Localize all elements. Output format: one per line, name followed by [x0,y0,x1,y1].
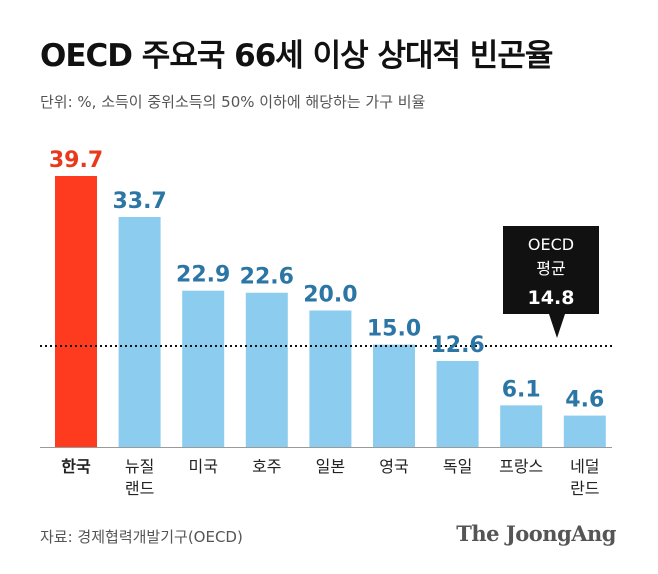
callout-value: 14.8 [528,287,575,309]
bar-4 [245,292,288,447]
chart-title: OECD 주요국 66세 이상 상대적 빈곤율 [40,38,553,74]
category-label-3: 미국 [188,457,217,476]
value-labels: 39.7 33.7 22.9 22.6 20.0 15.0 12.6 6.1 4.6 [49,148,604,413]
value-label-3: 22.9 [176,263,230,288]
bar-2 [118,216,161,447]
category-label-1: 한국 [61,457,91,476]
source-note: 자료: 경제협력개발기구(OECD) [40,528,243,546]
category-label-2-line2: 랜드 [125,479,154,498]
value-label-8: 6.1 [502,377,541,402]
value-label-5: 20.0 [303,282,357,307]
callout-box [503,226,599,338]
bar-5 [309,310,352,447]
bar-6 [373,344,415,447]
value-label-7: 12.6 [430,333,484,358]
category-label-7: 독일 [443,457,472,476]
callout-label-2: 평균 [536,259,565,278]
brand-logo: The JoongAng [456,521,616,546]
oecd-average-callout: OECD 평균 14.8 [503,226,599,338]
callout-label-1: OECD [528,235,574,254]
bar-7 [436,360,479,447]
value-label-6: 15.0 [367,317,421,342]
category-label-9: 네덜 [570,457,599,476]
category-label-4: 호주 [252,457,281,476]
category-label-5: 일본 [316,457,345,476]
category-label-2: 뉴질 [125,457,154,476]
bar-8 [500,405,543,447]
bar-3 [182,290,225,447]
category-label-8: 프랑스 [499,457,543,476]
bar-9 [563,415,606,447]
value-label-1: 39.7 [49,148,103,173]
value-label-2: 33.7 [112,189,166,214]
bar-group [55,176,606,447]
chart-subtitle: 단위: %, 소득이 중위소득의 50% 이하에 해당하는 가구 비율 [40,93,426,111]
value-label-9: 4.6 [565,388,604,413]
bar-1 [55,176,97,447]
value-label-4: 22.6 [240,265,294,290]
category-label-9-line2: 란드 [570,479,599,498]
category-label-6: 영국 [379,457,408,476]
